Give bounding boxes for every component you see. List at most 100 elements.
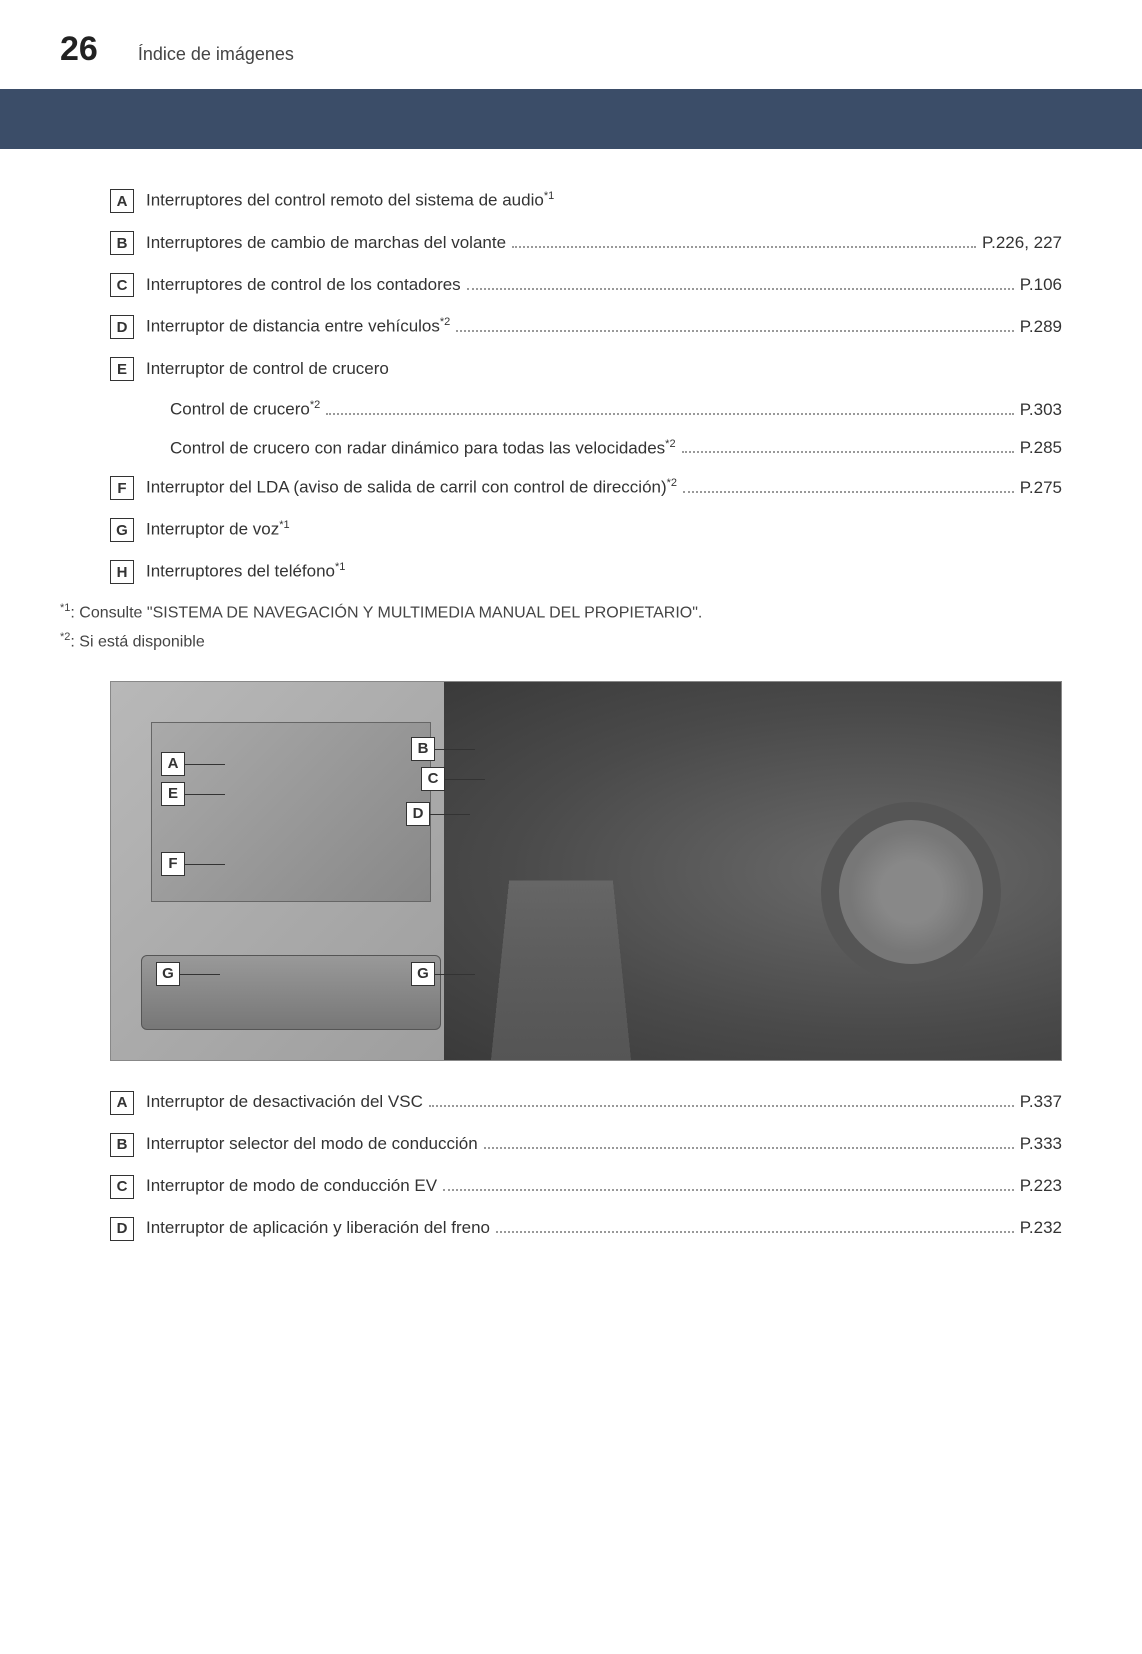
letter-box: E [110, 357, 134, 381]
item-label: Interruptor de voz*1 [146, 519, 290, 540]
letter-box: B [110, 231, 134, 255]
item-text: Interruptores de cambio de marchas del v… [146, 233, 1062, 253]
footnote: *2: Si está disponible [60, 631, 1062, 651]
page-ref: P.303 [1020, 400, 1062, 420]
item-row: C Interruptores de control de los contado… [110, 273, 1062, 297]
shifter-panel [151, 722, 431, 902]
leader-dots [429, 1105, 1014, 1107]
page-ref: P.285 [1020, 438, 1062, 458]
item-text: Interruptor de modo de conducción EVP.22… [146, 1176, 1062, 1196]
callout-line [435, 749, 475, 750]
item-text: Control de crucero*2 P.303 [170, 399, 1062, 420]
leader-dots [683, 491, 1014, 493]
item-label: Control de crucero con radar dinámico pa… [170, 438, 676, 459]
item-row: E Interruptor de control de crucero [110, 357, 1062, 381]
superscript: *1 [279, 519, 289, 531]
letter-box: D [110, 1217, 134, 1241]
superscript: *1 [544, 190, 554, 202]
item-text: Interruptor de control de crucero [146, 359, 1062, 379]
callout-line [185, 864, 225, 865]
page-ref: P.106 [1020, 275, 1062, 295]
leader-dots [496, 1231, 1014, 1233]
item-label: Interruptor del LDA (aviso de salida de … [146, 477, 677, 498]
page-ref: P.232 [1020, 1218, 1062, 1238]
item-row: D Interruptor de distancia entre vehículo… [110, 315, 1062, 339]
letter-box: C [110, 1175, 134, 1199]
superscript: *2 [440, 316, 450, 328]
letter-box: A [110, 1091, 134, 1115]
callout-box: E [161, 782, 185, 806]
callout-box: C [421, 767, 445, 791]
leader-dots [326, 413, 1014, 415]
item-row: H Interruptores del teléfono*1 [110, 560, 1062, 584]
leader-dots [484, 1147, 1014, 1149]
footnotes: *1: Consulte "SISTEMA DE NAVEGACIÓN Y MU… [60, 602, 1062, 651]
footnote: *1: Consulte "SISTEMA DE NAVEGACIÓN Y MU… [60, 602, 1062, 622]
section-1: A Interruptores del control remoto del si… [60, 189, 1062, 584]
item-row: B Interruptor selector del modo de conduc… [110, 1133, 1062, 1157]
page-ref: P.289 [1020, 317, 1062, 337]
letter-box: H [110, 560, 134, 584]
callout-line [430, 814, 470, 815]
letter-box: D [110, 315, 134, 339]
callout-line [185, 764, 225, 765]
footnote-mark: *1 [60, 602, 70, 614]
header-bar [0, 89, 1142, 149]
callout-box: A [161, 752, 185, 776]
page-number: 26 [60, 30, 98, 69]
item-row: B Interruptores de cambio de marchas del … [110, 231, 1062, 255]
callout-line [180, 974, 220, 975]
item-text: Interruptores de control de los contador… [146, 275, 1062, 295]
letter-box: B [110, 1133, 134, 1157]
callout-box: G [411, 962, 435, 986]
item-text: Interruptor de aplicación y liberación d… [146, 1218, 1062, 1238]
item-row: A Interruptores del control remoto del si… [110, 189, 1062, 213]
item-label: Interruptor de desactivación del VSC [146, 1092, 423, 1112]
item-text: Interruptores del control remoto del sis… [146, 190, 1062, 211]
item-label: Interruptores del teléfono*1 [146, 561, 345, 582]
page-ref: P.337 [1020, 1092, 1062, 1112]
leader-dots [682, 451, 1014, 453]
item-label: Interruptor de control de crucero [146, 359, 389, 379]
callout-box: B [411, 737, 435, 761]
callout-line [185, 794, 225, 795]
item-text: Control de crucero con radar dinámico pa… [170, 438, 1062, 459]
letter-box: A [110, 189, 134, 213]
footnote-text: : Consulte "SISTEMA DE NAVEGACIÓN Y MULT… [70, 605, 702, 622]
leader-dots [456, 330, 1013, 332]
item-text: Interruptor de distancia entre vehículos… [146, 316, 1062, 337]
callout-box: G [156, 962, 180, 986]
callout-line [445, 779, 485, 780]
item-text: Interruptor de desactivación del VSC P.33… [146, 1092, 1062, 1112]
item-row: A Interruptor de desactivación del VSC P.3… [110, 1091, 1062, 1115]
item-label: Interruptores de control de los contador… [146, 275, 461, 295]
letter-box: F [110, 476, 134, 500]
callout-box: F [161, 852, 185, 876]
page-ref: P.333 [1020, 1134, 1062, 1154]
footnote-mark: *2 [60, 631, 70, 643]
callout-line [435, 974, 475, 975]
item-label: Interruptor de distancia entre vehículos… [146, 316, 450, 337]
interior-diagram: A BC E D F G G [110, 681, 1062, 1061]
letter-box: C [110, 273, 134, 297]
item-label: Interruptor de aplicación y liberación d… [146, 1218, 490, 1238]
item-text: Interruptores del teléfono*1 [146, 561, 1062, 582]
page-ref: P.223 [1020, 1176, 1062, 1196]
section-2: A Interruptor de desactivación del VSC P.3… [60, 1091, 1062, 1241]
leader-dots [467, 288, 1014, 290]
superscript: *2 [665, 438, 675, 450]
callout-box: D [406, 802, 430, 826]
superscript: *1 [335, 561, 345, 573]
center-console [491, 880, 631, 1060]
leader-dots [443, 1189, 1014, 1191]
page-ref: P.275 [1020, 478, 1062, 498]
sub-item-row: Control de crucero con radar dinámico pa… [110, 438, 1062, 459]
item-text: Interruptor selector del modo de conducc… [146, 1134, 1062, 1154]
item-row: F Interruptor del LDA (aviso de salida de… [110, 476, 1062, 500]
item-label: Control de crucero*2 [170, 399, 320, 420]
sub-item-row: Control de crucero*2 P.303 [110, 399, 1062, 420]
bottom-panel [141, 955, 441, 1030]
item-label: Interruptor selector del modo de conducc… [146, 1134, 478, 1154]
item-label: Interruptores de cambio de marchas del v… [146, 233, 506, 253]
item-row: D Interruptor de aplicación y liberación … [110, 1217, 1062, 1241]
